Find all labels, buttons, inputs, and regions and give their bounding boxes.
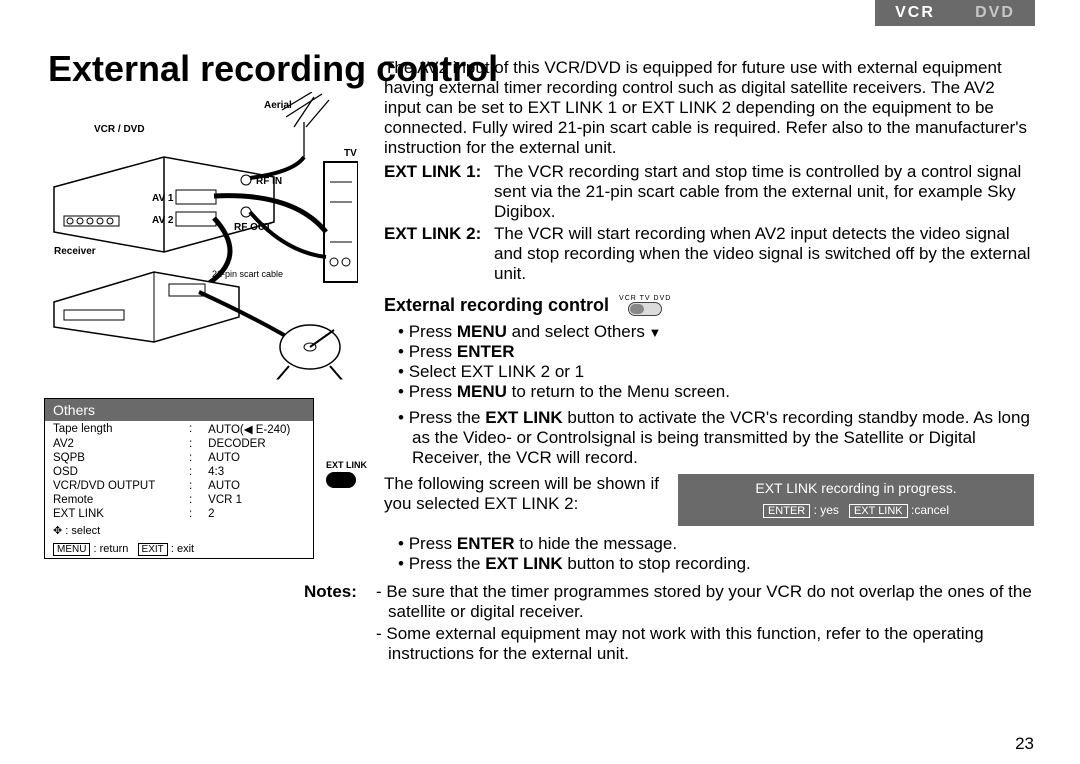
diagram-label-receiver: Receiver — [54, 246, 96, 257]
nav-select-label: : select — [65, 525, 100, 537]
diagram-label-av1: AV 1 — [152, 193, 174, 204]
intro-paragraph: The AV2 input of this VCR/DVD is equippe… — [384, 58, 1034, 158]
ext-link-1-text: The VCR recording start and stop time is… — [494, 162, 1034, 222]
mode-switch-icon: VCR TV DVD — [619, 295, 671, 316]
diagram-label-vcrdvd: VCR / DVD — [94, 124, 145, 135]
step-item: Press the EXT LINK button to activate th… — [398, 408, 1034, 468]
menu-row: Remote:VCR 1 — [45, 493, 313, 507]
note-item: - Some external equipment may not work w… — [376, 624, 1034, 664]
menu-row: OSD:4:3 — [45, 465, 313, 479]
diagram-label-scart: 21-pin scart cable — [212, 269, 283, 279]
ext-link-pill-icon — [326, 472, 356, 488]
menu-row: Tape length:AUTO(◀ E-240) — [45, 421, 313, 437]
ext-link-key-icon: EXT LINK — [849, 504, 908, 518]
header-strip: VCR DVD — [875, 0, 1035, 26]
note-item: - Be sure that the timer programmes stor… — [376, 582, 1034, 622]
diagram-label-av2: AV 2 — [152, 215, 174, 226]
step-item: Press MENU to return to the Menu screen. — [398, 382, 1034, 402]
step-item: Press the EXT LINK button to stop record… — [398, 554, 1034, 574]
header-vcr: VCR — [895, 4, 935, 22]
notes-label: Notes: — [304, 582, 362, 666]
others-menu-table: Tape length:AUTO(◀ E-240)AV2:DECODERSQPB… — [45, 421, 313, 521]
ext-link-2-text: The VCR will start recording when AV2 in… — [494, 224, 1034, 284]
steps-list-3: Press ENTER to hide the message.Press th… — [398, 534, 1034, 574]
nav-select-icon: ✥ — [53, 525, 62, 537]
follow-text: The following screen will be shown if yo… — [384, 474, 664, 513]
steps-list-2: Press the EXT LINK button to activate th… — [398, 408, 1034, 468]
diagram-label-aerial: Aerial — [264, 100, 292, 111]
menu-row: AV2:DECODER — [45, 437, 313, 451]
step-item: Press MENU and select Others — [398, 322, 1034, 342]
diagram-label-tv: TV — [344, 148, 357, 159]
enter-key-icon: ENTER — [763, 504, 810, 518]
step-item: Press ENTER to hide the message. — [398, 534, 1034, 554]
menu-row: SQPB:AUTO — [45, 451, 313, 465]
status-popup: EXT LINK recording in progress. ENTER : … — [678, 474, 1034, 525]
others-menu-panel: Others Tape length:AUTO(◀ E-240)AV2:DECO… — [44, 398, 314, 559]
step-item: Select EXT LINK 2 or 1 — [398, 362, 1034, 382]
subheading: External recording control — [384, 295, 609, 316]
others-menu-title: Others — [45, 399, 313, 421]
step-item: Press ENTER — [398, 342, 1034, 362]
menu-row: VCR/DVD OUTPUT:AUTO — [45, 479, 313, 493]
notes-items: - Be sure that the timer programmes stor… — [376, 582, 1034, 666]
body-text: The AV2 input of this VCR/DVD is equippe… — [384, 58, 1034, 666]
page-number: 23 — [1015, 734, 1034, 754]
ext-link-1-label: EXT LINK 1: — [384, 162, 494, 222]
ext-link-button-icon: EXT LINK — [326, 460, 367, 488]
status-main: EXT LINK recording in progress. — [688, 480, 1024, 497]
header-dvd: DVD — [975, 4, 1015, 22]
menu-button-hint: MENU — [53, 543, 90, 556]
exit-button-hint: EXIT — [138, 543, 168, 556]
connection-diagram: Aerial VCR / DVD AV 1 AV 2 RF IN RF OUT … — [34, 92, 358, 382]
ext-link-2-label: EXT LINK 2: — [384, 224, 494, 284]
steps-list-1: Press MENU and select OthersPress ENTERS… — [398, 322, 1034, 402]
menu-row: EXT LINK:2 — [45, 507, 313, 521]
